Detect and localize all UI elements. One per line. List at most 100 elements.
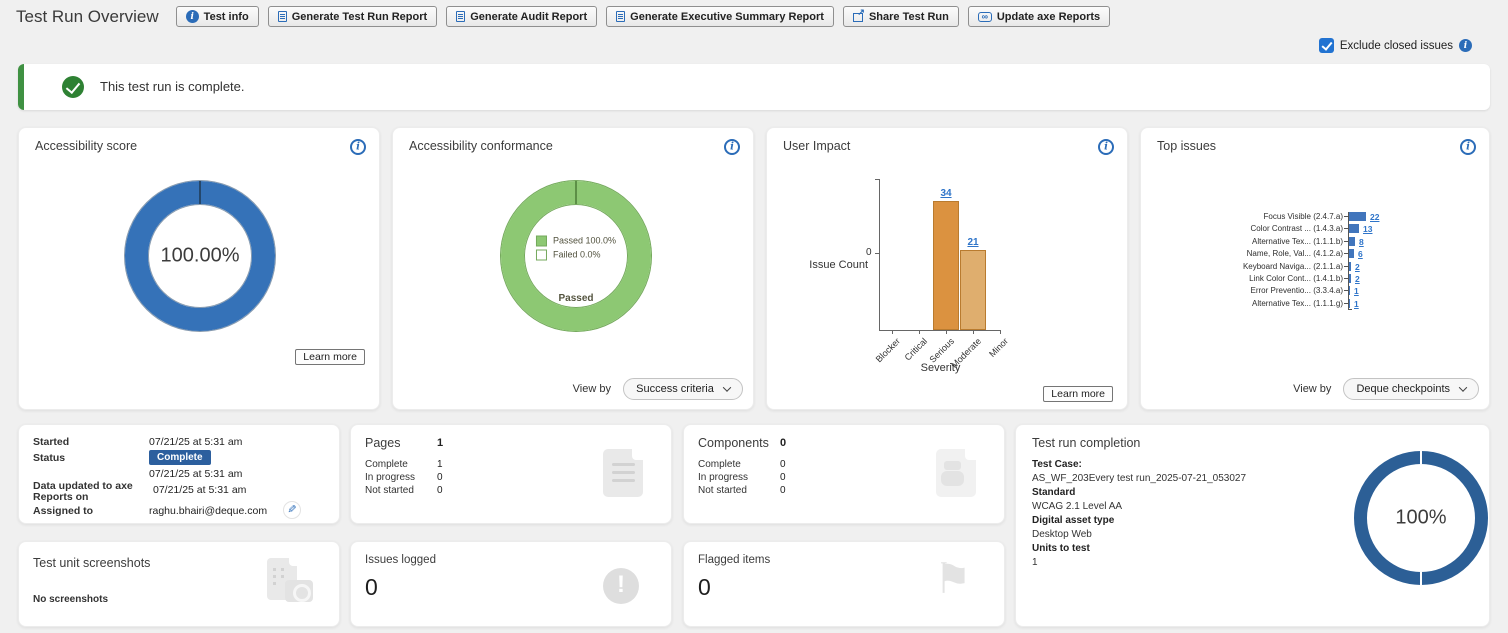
user-impact-card: User Impact 0 Issue Count Severity Block…: [766, 127, 1128, 410]
link-icon: [977, 11, 992, 22]
button-label: Test info: [203, 10, 249, 23]
top-issues-card: Top issues Focus Visible (2.4.7.a)22Colo…: [1140, 127, 1490, 410]
generate-executive-summary-button[interactable]: Generate Executive Summary Report: [606, 6, 834, 27]
button-label: Share Test Run: [868, 10, 949, 23]
row-value: 1: [437, 459, 443, 470]
row-label: Complete: [698, 459, 741, 470]
button-label: Generate Executive Summary Report: [630, 10, 824, 23]
components-icon: [936, 446, 979, 497]
info-icon[interactable]: [1460, 139, 1476, 155]
y-axis-tick: [1344, 253, 1348, 254]
issue-bar: [1349, 262, 1351, 271]
checkpoint-label: Color Contrast ... (1.4.3.a): [1250, 224, 1343, 233]
pages-total: 1: [437, 437, 444, 449]
status-badge: Complete: [149, 450, 211, 465]
y-axis-zero-label: 0: [866, 247, 872, 258]
failed-swatch: [535, 249, 547, 261]
components-card: Components 0 Complete 0 In progress 0 No…: [683, 424, 1005, 524]
top-issues-chart: Focus Visible (2.4.7.a) 22 Color Contrast …: [1141, 212, 1489, 322]
learn-more-button[interactable]: Learn more: [1043, 386, 1113, 402]
card-title: Top issues: [1157, 139, 1217, 153]
info-icon[interactable]: [724, 139, 740, 155]
severity-tick-label: Blocker: [873, 336, 903, 365]
x-axis-tick: [1000, 330, 1001, 334]
view-by-dropdown[interactable]: Success criteria: [623, 378, 743, 400]
edit-assignee-button[interactable]: [283, 501, 301, 519]
button-label: Update axe Reports: [996, 10, 1101, 23]
y-axis-label: Issue Count: [809, 259, 868, 271]
legend-label: Passed 100.0%: [552, 235, 617, 246]
data-updated-value: 07/21/25 at 5:31 am: [153, 484, 247, 496]
bar-value-link[interactable]: 21: [967, 237, 979, 248]
y-axis-tick: [875, 253, 880, 254]
info-icon[interactable]: [1459, 39, 1472, 52]
row-value: 0: [780, 485, 786, 496]
completion-ring-donut: 100%: [1354, 451, 1488, 585]
no-screenshots-message: No screenshots: [33, 594, 109, 605]
issue-count-link[interactable]: 2: [1355, 262, 1360, 272]
camera-icon: [285, 580, 313, 602]
issue-count-link[interactable]: 1: [1354, 299, 1359, 309]
row-value: 0: [780, 472, 786, 483]
score-value: 100.00%: [160, 244, 240, 267]
issues-count: 0: [365, 574, 378, 600]
issue-count-link[interactable]: 2: [1355, 274, 1360, 284]
update-axe-reports-button[interactable]: Update axe Reports: [967, 6, 1111, 27]
issue-count-link[interactable]: 13: [1363, 224, 1373, 234]
field-value: 1: [1032, 557, 1038, 568]
card-title: User Impact: [783, 139, 851, 153]
document-icon: [456, 11, 466, 22]
passed-segment-label: Passed: [558, 293, 594, 304]
field-value: AS_WF_203Every test run_2025-07-21_05302…: [1032, 473, 1247, 484]
completion-percent: 100%: [1395, 506, 1447, 529]
view-by-row: View by Deque checkpoints: [1293, 378, 1479, 400]
filters-row: Exclude closed issues: [1318, 38, 1472, 53]
issue-count-link[interactable]: 22: [1370, 212, 1380, 222]
exclude-closed-checkbox[interactable]: [1318, 38, 1334, 53]
test-info-button[interactable]: Test info: [175, 6, 259, 27]
checkpoint-label: Alternative Tex... (1.1.1.g): [1251, 299, 1343, 308]
x-axis-tick: [973, 330, 974, 334]
flagged-count: 0: [698, 574, 711, 600]
row-label: Complete: [365, 459, 408, 470]
severity-tick-label: Minor: [987, 336, 1011, 359]
field-value: Desktop Web: [1032, 529, 1092, 540]
card-title: Test run completion: [1032, 436, 1141, 450]
card-title: Test unit screenshots: [33, 556, 151, 570]
accessibility-score-donut: 100.00%: [125, 181, 275, 331]
button-label: Generate Audit Report: [470, 10, 588, 23]
x-axis-label: Severity: [920, 362, 961, 374]
issue-count-link[interactable]: 1: [1354, 286, 1359, 296]
components-total: 0: [780, 437, 787, 449]
learn-more-button[interactable]: Learn more: [295, 349, 365, 365]
legend-label: Failed 0.0%: [552, 249, 601, 260]
share-test-run-button[interactable]: Share Test Run: [842, 6, 959, 27]
bar-value-link[interactable]: 34: [940, 188, 952, 199]
generate-test-run-report-button[interactable]: Generate Test Run Report: [267, 6, 438, 27]
info-icon[interactable]: [1098, 139, 1114, 155]
checkpoint-label: Focus Visible (2.4.7.a): [1263, 212, 1343, 221]
field-label: Units to test: [1032, 543, 1090, 554]
field-value: WCAG 2.1 Level AA: [1032, 501, 1123, 512]
issue-count-link[interactable]: 8: [1359, 237, 1364, 247]
row-label: In progress: [365, 472, 416, 483]
info-icon[interactable]: [350, 139, 366, 155]
card-title: Flagged items: [698, 554, 771, 566]
x-axis-tick: [919, 330, 920, 334]
generate-audit-report-button[interactable]: Generate Audit Report: [446, 6, 598, 27]
pages-card: Pages 1 Complete 1 In progress 0 Not sta…: [350, 424, 672, 524]
y-axis-tick: [1344, 278, 1348, 279]
view-by-dropdown[interactable]: Deque checkpoints: [1343, 378, 1479, 400]
field-label: Digital asset type: [1032, 515, 1115, 526]
conformance-donut: Passed 100.0% Failed 0.0% Passed: [501, 181, 651, 331]
checkpoint-label: Name, Role, Val... (4.1.2.a): [1246, 249, 1343, 258]
completion-banner: This test run is complete.: [18, 64, 1490, 110]
assigned-to-value: raghu.bhairi@deque.com: [149, 505, 268, 517]
accessibility-conformance-card: Accessibility conformance Passed 100.0% …: [392, 127, 754, 410]
exclamation-icon: [603, 568, 639, 604]
issue-count-link[interactable]: 6: [1358, 249, 1363, 259]
checkpoint-label: Alternative Tex... (1.1.1.b): [1251, 237, 1343, 246]
view-by-label: View by: [572, 383, 611, 395]
x-axis-tick: [892, 330, 893, 334]
